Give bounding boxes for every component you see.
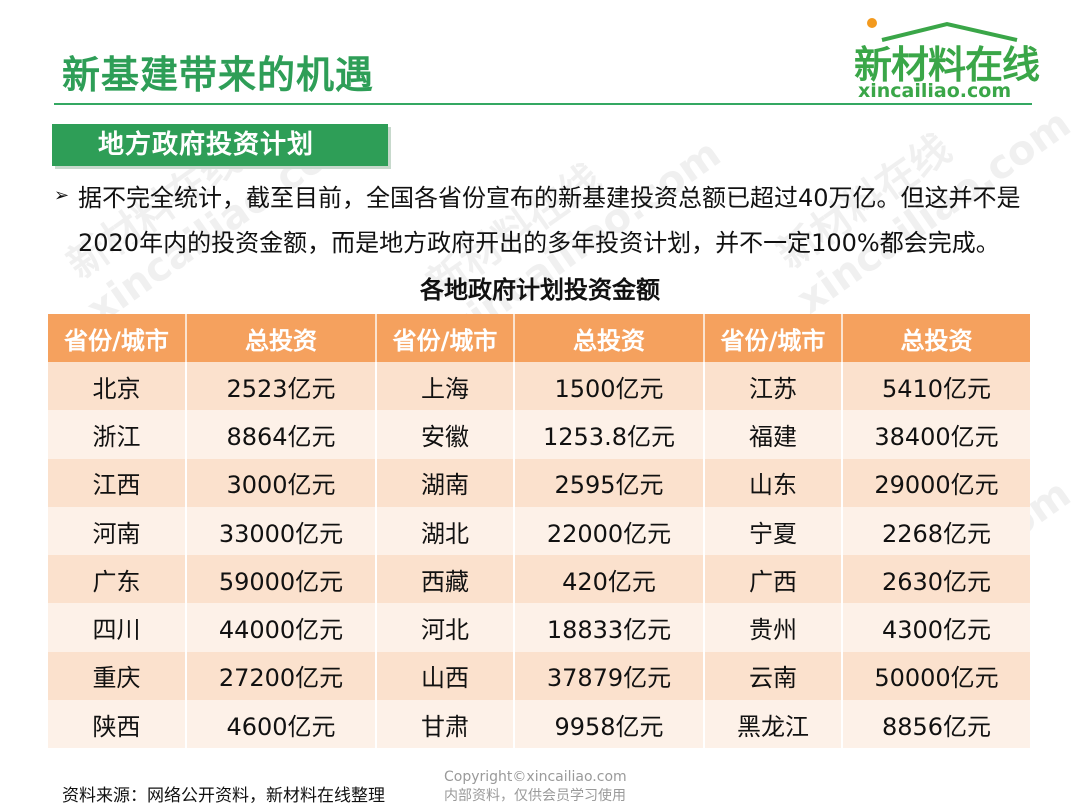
cell-province: 西藏: [376, 555, 515, 604]
header-province: 省份/城市: [376, 314, 515, 362]
logo-roof-icon: [867, 18, 1018, 42]
cell-investment: 2630亿元: [842, 555, 1030, 604]
cell-province: 湖北: [376, 506, 515, 556]
cell-investment: 59000亿元: [186, 555, 377, 604]
table-row: 四川 44000亿元 河北 18833亿元 贵州 4300亿元: [48, 603, 1030, 652]
cell-investment: 18833亿元: [514, 603, 705, 652]
cell-province: 甘肃: [376, 700, 515, 749]
cell-investment: 4300亿元: [842, 603, 1030, 652]
cell-investment: 1253.8亿元: [514, 410, 705, 459]
cell-investment: 8864亿元: [186, 410, 377, 459]
header-total: 总投资: [842, 314, 1030, 362]
cell-investment: 5410亿元: [842, 362, 1030, 411]
header-province: 省份/城市: [704, 314, 843, 362]
table-row: 广东 59000亿元 西藏 420亿元 广西 2630亿元: [48, 555, 1030, 604]
cell-province: 宁夏: [704, 506, 843, 556]
cell-investment: 44000亿元: [186, 603, 377, 652]
investment-table: 省份/城市 总投资 省份/城市 总投资 省份/城市 总投资 北京 2523亿元 上海…: [48, 314, 1030, 749]
cell-province: 上海: [376, 362, 515, 411]
header-total: 总投资: [514, 314, 705, 362]
logo-text-en: xincailiao.com: [858, 80, 1012, 102]
cell-province: 四川: [48, 603, 187, 652]
bullet-arrow-icon: ➢: [54, 185, 70, 206]
cell-province: 山东: [704, 458, 843, 507]
cell-province: 湖南: [376, 458, 515, 507]
cell-investment: 29000亿元: [842, 458, 1030, 507]
cell-province: 黑龙江: [704, 700, 843, 749]
cell-province: 安徽: [376, 410, 515, 459]
header-province: 省份/城市: [48, 314, 187, 362]
cell-investment: 22000亿元: [514, 506, 705, 556]
cell-province: 江苏: [704, 362, 843, 411]
cell-province: 贵州: [704, 603, 843, 652]
cell-province: 山西: [376, 651, 515, 701]
cell-investment: 33000亿元: [186, 506, 377, 556]
table-row: 重庆 27200亿元 山西 37879亿元 云南 50000亿元: [48, 651, 1030, 701]
cell-investment: 37879亿元: [514, 651, 705, 701]
cell-province: 浙江: [48, 410, 187, 459]
section-badge: 地方政府投资计划: [52, 124, 388, 166]
page-title: 新基建带来的机遇: [62, 53, 375, 97]
cell-investment: 2523亿元: [186, 362, 377, 411]
cell-investment: 1500亿元: [514, 362, 705, 411]
cell-investment: 38400亿元: [842, 410, 1030, 459]
copyright-line: Copyright©xincailiao.com: [444, 769, 627, 785]
cell-province: 云南: [704, 651, 843, 701]
cell-investment: 2595亿元: [514, 458, 705, 507]
logo: 新材料在线 xincailiao.com: [852, 16, 1040, 102]
intro-paragraph: 据不完全统计，截至目前，全国各省份宣布的新基建投资总额已超过40万亿。但这并不是…: [78, 184, 1021, 257]
copyright-line: 内部资料，仅供会员学习使用: [444, 788, 626, 804]
cell-province: 河南: [48, 506, 187, 556]
table-row: 北京 2523亿元 上海 1500亿元 江苏 5410亿元: [48, 362, 1030, 411]
table-header-row: 省份/城市 总投资 省份/城市 总投资 省份/城市 总投资: [48, 314, 1030, 362]
logo-text-cn: 新材料在线: [854, 43, 1040, 87]
copyright: Copyright©xincailiao.com 内部资料，仅供会员学习使用: [444, 768, 627, 806]
cell-investment: 4600亿元: [186, 700, 377, 749]
cell-province: 重庆: [48, 651, 187, 701]
cell-province: 江西: [48, 458, 187, 507]
cell-investment: 3000亿元: [186, 458, 377, 507]
cell-province: 河北: [376, 603, 515, 652]
cell-province: 北京: [48, 362, 187, 411]
table-row: 河南 33000亿元 湖北 22000亿元 宁夏 2268亿元: [48, 506, 1030, 556]
table-row: 陕西 4600亿元 甘肃 9958亿元 黑龙江 8856亿元: [48, 700, 1030, 749]
cell-province: 广西: [704, 555, 843, 604]
cell-province: 广东: [48, 555, 187, 604]
cell-investment: 420亿元: [514, 555, 705, 604]
title-divider: [54, 103, 1032, 105]
cell-investment: 8856亿元: [842, 700, 1030, 749]
cell-investment: 2268亿元: [842, 506, 1030, 556]
table-row: 浙江 8864亿元 安徽 1253.8亿元 福建 38400亿元: [48, 410, 1030, 459]
cell-province: 福建: [704, 410, 843, 459]
cell-investment: 50000亿元: [842, 651, 1030, 701]
header-total: 总投资: [186, 314, 377, 362]
table-caption: 各地政府计划投资金额: [420, 276, 660, 304]
cell-investment: 9958亿元: [514, 700, 705, 749]
cell-province: 陕西: [48, 700, 187, 749]
source-note: 资料来源：网络公开资料，新材料在线整理: [62, 786, 385, 806]
table-row: 江西 3000亿元 湖南 2595亿元 山东 29000亿元: [48, 458, 1030, 507]
cell-investment: 27200亿元: [186, 651, 377, 701]
